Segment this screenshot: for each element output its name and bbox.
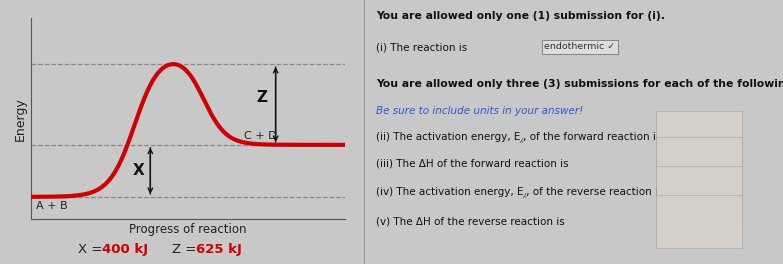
Text: (iv) The activation energy, E⁁, of the reverse reaction is: (iv) The activation energy, E⁁, of the r… [376,187,663,199]
Text: You are allowed only three (3) submissions for each of the following items.: You are allowed only three (3) submissio… [376,79,783,89]
Text: endothermic ✓: endothermic ✓ [544,42,615,51]
Text: You are allowed only one (1) submission for (i).: You are allowed only one (1) submission … [376,11,665,21]
Text: (ii) The activation energy, E⁁, of the forward reaction is: (ii) The activation energy, E⁁, of the f… [376,132,661,143]
Y-axis label: Energy: Energy [14,97,27,141]
Text: Z: Z [257,89,268,105]
Text: Z =: Z = [172,243,201,256]
Text: X: X [132,163,144,178]
Text: (iii) The ΔH of the forward reaction is: (iii) The ΔH of the forward reaction is [376,158,568,168]
Text: C + D: C + D [244,131,277,141]
Text: (v) The ΔH of the reverse reaction is: (v) The ΔH of the reverse reaction is [376,216,565,227]
Text: 625 kJ: 625 kJ [196,243,242,256]
Text: Be sure to include units in your answer!: Be sure to include units in your answer! [376,106,583,116]
Text: A + B: A + B [36,201,67,211]
Text: (i) The reaction is: (i) The reaction is [376,42,467,52]
Text: X =: X = [78,243,107,256]
Text: 400 kJ: 400 kJ [102,243,148,256]
X-axis label: Progress of reaction: Progress of reaction [129,223,247,236]
